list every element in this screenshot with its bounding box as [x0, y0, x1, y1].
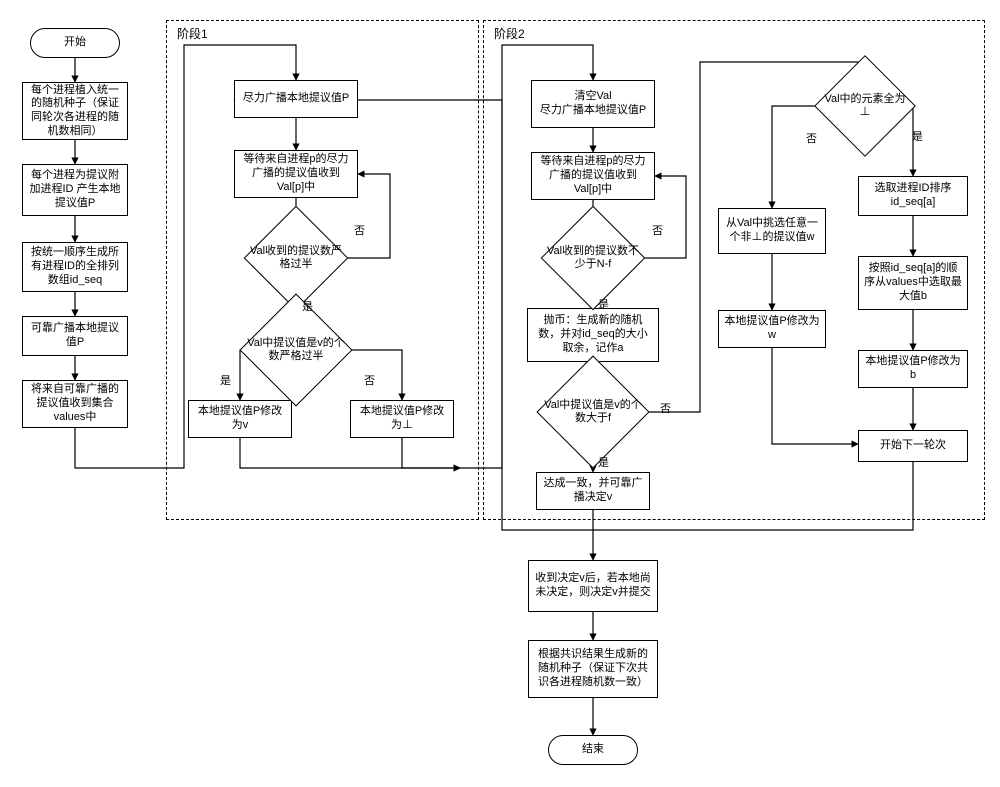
process-label: 本地提议值P修改为⊥ — [356, 405, 448, 433]
process-label: 等待来自进程p的尽力广播的提议值收到Val[p]中 — [537, 155, 649, 196]
decision-label: Val中提议值是v的个数大于f — [543, 399, 643, 425]
process-p2w2: 本地提议值P修改为w — [718, 310, 826, 348]
process-label: 本地提议值P修改为v — [194, 405, 286, 433]
process-post2: 根据共识结果生成新的随机种子（保证下次共识各进程随机数一致） — [528, 640, 658, 698]
edge-label: 否 — [652, 222, 663, 238]
process-p2b: 等待来自进程p的尽力广播的提议值收到Val[p]中 — [531, 152, 655, 200]
process-p2dec: 达成一致，并可靠广播决定v — [536, 472, 650, 510]
edge-label: 是 — [220, 372, 231, 388]
terminal-start: 开始 — [30, 28, 120, 58]
process-label: 尽力广播本地提议值P — [243, 92, 349, 106]
process-l3: 按统一顺序生成所有进程ID的全排列数组id_seq — [22, 242, 128, 292]
process-label: 等待来自进程p的尽力广播的提议值收到Val[p]中 — [240, 153, 352, 194]
process-p2nr: 开始下一轮次 — [858, 430, 968, 462]
process-label: 每个进程为提议附加进程ID 产生本地提议值P — [28, 169, 122, 210]
terminal-end: 结束 — [548, 735, 638, 765]
process-label: 选取进程ID排序id_seq[a] — [864, 182, 962, 210]
process-label: 清空Val 尽力广播本地提议值P — [540, 90, 646, 118]
flowchart-canvas: 阶段1 阶段2 开始 结束 每个进程植入统一的随机种子（保证同轮次各进程的随机数… — [0, 0, 1000, 787]
terminal-end-label: 结束 — [582, 743, 604, 757]
edge-label: 是 — [598, 454, 609, 470]
process-p2w1: 从Val中挑选任意一个非⊥的提议值w — [718, 208, 826, 254]
process-label: 开始下一轮次 — [880, 439, 946, 453]
edge-label: 是 — [598, 296, 609, 312]
process-label: 按照id_seq[a]的顺序从values中选取最大值b — [864, 262, 962, 303]
decision-label: Val中的元素全为⊥ — [820, 93, 910, 119]
decision-label: Val收到的提议数不少于N-f — [547, 245, 640, 271]
phase-1-title: 阶段1 — [175, 25, 210, 42]
terminal-start-label: 开始 — [64, 36, 86, 50]
process-p1a: 尽力广播本地提议值P — [234, 80, 358, 118]
process-l1: 每个进程植入统一的随机种子（保证同轮次各进程的随机数相同） — [22, 82, 128, 140]
decision-label: Val中提议值是v的个数严格过半 — [246, 337, 346, 363]
edge-label: 否 — [354, 222, 365, 238]
process-label: 按统一顺序生成所有进程ID的全排列数组id_seq — [28, 246, 122, 287]
process-p1b: 等待来自进程p的尽力广播的提议值收到Val[p]中 — [234, 150, 358, 198]
edge-label: 否 — [364, 372, 375, 388]
edge-label: 是 — [302, 298, 313, 314]
edge-label: 否 — [806, 130, 817, 146]
process-p2s3: 本地提议值P修改为b — [858, 350, 968, 388]
phase-2-title: 阶段2 — [492, 25, 527, 42]
process-p2a: 清空Val 尽力广播本地提议值P — [531, 80, 655, 128]
process-l5: 将来自可靠广播的提议值收到集合values中 — [22, 380, 128, 428]
process-label: 收到决定v后，若本地尚未决定，则决定v并提交 — [534, 572, 652, 600]
decision-label: Val收到的提议数严格过半 — [250, 245, 343, 271]
process-label: 从Val中挑选任意一个非⊥的提议值w — [724, 217, 820, 245]
process-l2: 每个进程为提议附加进程ID 产生本地提议值P — [22, 164, 128, 216]
process-label: 达成一致，并可靠广播决定v — [542, 477, 644, 505]
process-p1e: 本地提议值P修改为v — [188, 400, 292, 438]
process-label: 抛币：生成新的随机数，并对id_seq的大小取余，记作a — [533, 314, 653, 355]
process-p1f: 本地提议值P修改为⊥ — [350, 400, 454, 438]
edge-label: 是 — [912, 128, 923, 144]
process-l4: 可靠广播本地提议值P — [22, 316, 128, 356]
process-label: 将来自可靠广播的提议值收到集合values中 — [28, 383, 122, 424]
process-label: 本地提议值P修改为w — [724, 315, 820, 343]
process-p2coin: 抛币：生成新的随机数，并对id_seq的大小取余，记作a — [527, 308, 659, 362]
process-label: 本地提议值P修改为b — [864, 355, 962, 383]
process-post1: 收到决定v后，若本地尚未决定，则决定v并提交 — [528, 560, 658, 612]
process-label: 可靠广播本地提议值P — [28, 322, 122, 350]
process-p2s1: 选取进程ID排序id_seq[a] — [858, 176, 968, 216]
edge-label: 否 — [660, 400, 671, 416]
process-p2s2: 按照id_seq[a]的顺序从values中选取最大值b — [858, 256, 968, 310]
process-label: 根据共识结果生成新的随机种子（保证下次共识各进程随机数一致） — [534, 648, 652, 689]
process-label: 每个进程植入统一的随机种子（保证同轮次各进程的随机数相同） — [28, 84, 122, 139]
